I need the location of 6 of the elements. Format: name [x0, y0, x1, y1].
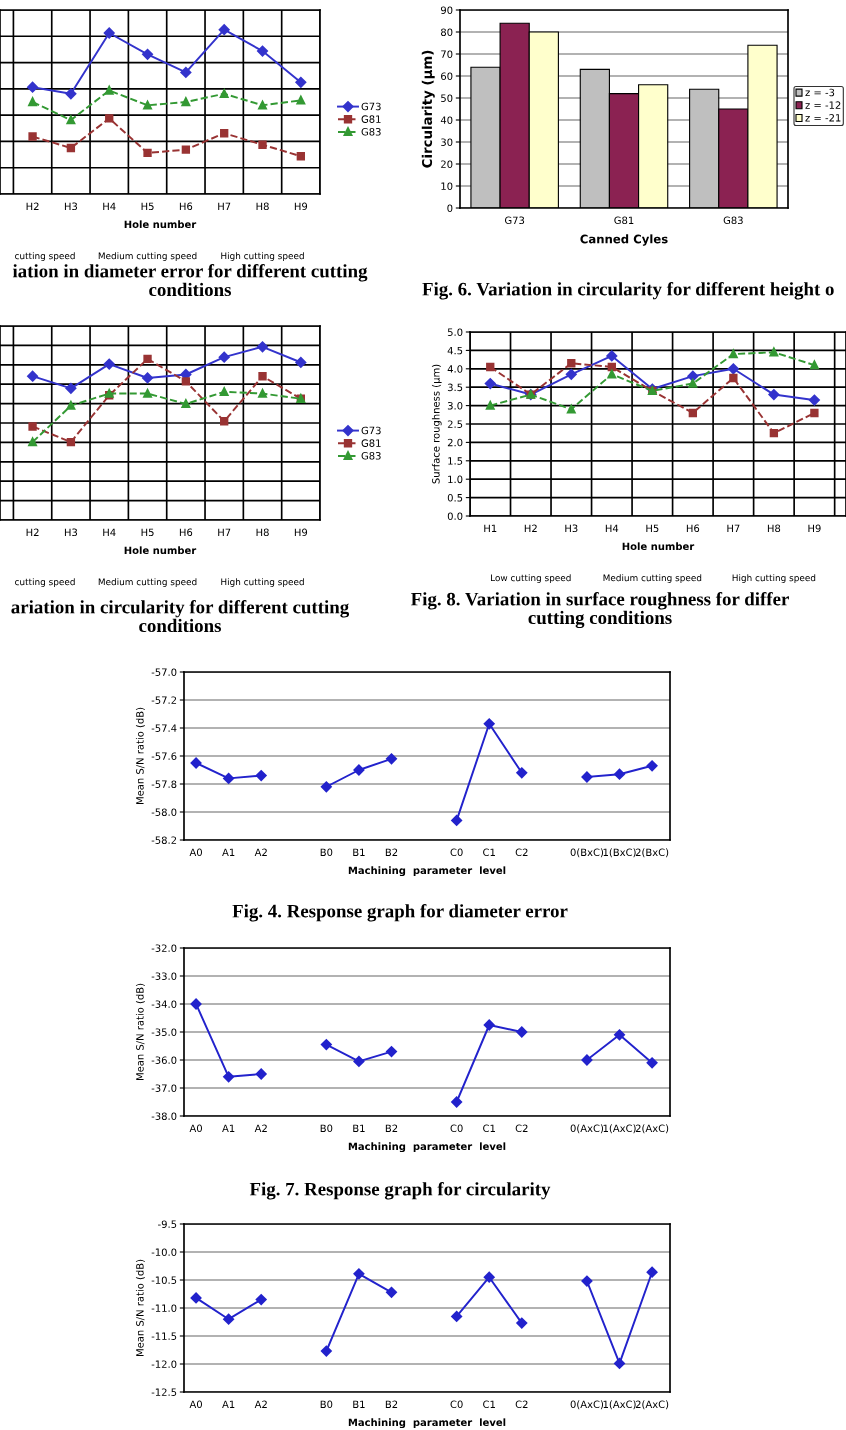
text: Fig. 6. Variation in circularity for different height o — [422, 282, 834, 300]
text: iation in diameter error for different cutting conditions — [12, 264, 368, 297]
text: Fig. 7. Response graph for circularity — [249, 1182, 551, 1200]
text: Fig. 4. Response graph for diameter error — [232, 904, 568, 922]
text: Fig. 8. Variation in surface roughness for differ cutting conditions — [410, 592, 789, 629]
text: ariation in circularity for different cutting conditions — [11, 600, 350, 633]
